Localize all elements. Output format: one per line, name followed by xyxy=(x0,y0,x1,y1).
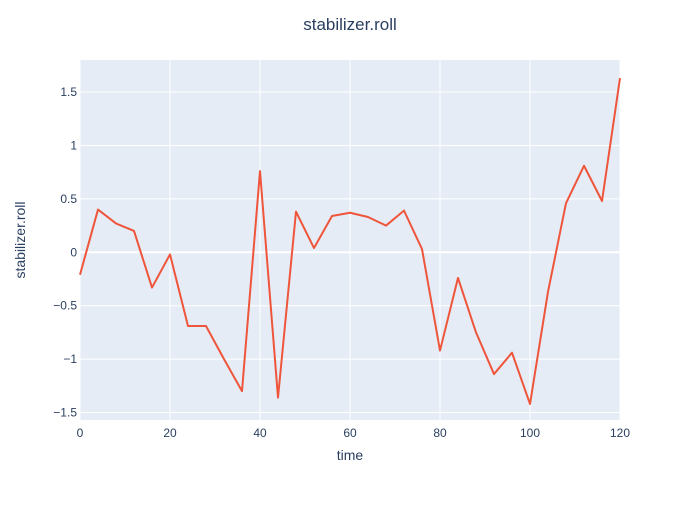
gridlines xyxy=(79,60,621,420)
x-tick-label: 60 xyxy=(343,426,357,440)
y-tick-label: 1.5 xyxy=(60,85,77,99)
y-axis-label: stabilizer.roll xyxy=(12,201,28,278)
y-tick-label: 0 xyxy=(70,245,77,259)
x-tick-label: 100 xyxy=(520,426,540,440)
chart-title: stabilizer.roll xyxy=(303,15,397,34)
x-tick-label: 0 xyxy=(77,426,84,440)
y-tick-label: −1 xyxy=(63,352,77,366)
series-line xyxy=(79,78,621,405)
x-tick-label: 40 xyxy=(253,426,267,440)
series-layer xyxy=(79,78,621,405)
x-axis-ticks: 0 20 40 60 80 100 120 xyxy=(77,426,631,440)
y-tick-label: 1 xyxy=(70,138,77,152)
y-tick-label: −0.5 xyxy=(53,299,77,313)
y-tick-label: −1.5 xyxy=(53,406,77,420)
x-axis-label: time xyxy=(337,447,364,463)
x-tick-label: 80 xyxy=(433,426,447,440)
x-tick-label: 20 xyxy=(163,426,177,440)
y-axis-ticks: −1.5 −1 −0.5 0 0.5 1 1.5 xyxy=(53,85,77,419)
y-tick-label: 0.5 xyxy=(60,192,77,206)
x-tick-label: 120 xyxy=(610,426,630,440)
